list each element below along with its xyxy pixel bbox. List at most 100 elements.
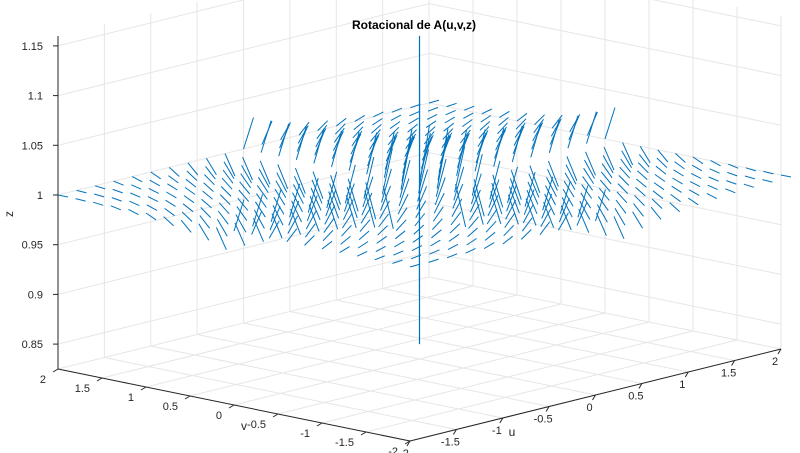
quiver-arrow	[745, 167, 756, 172]
quiver-arrow	[669, 202, 681, 213]
arrow-layer	[57, 35, 792, 345]
quiver-arrow	[462, 119, 473, 128]
quiver-arrow	[167, 183, 178, 191]
quiver-arrow	[276, 172, 288, 193]
quiver-arrow	[148, 187, 160, 194]
quiver-arrow	[453, 166, 465, 201]
quiver-arrow	[242, 157, 253, 181]
quiver-arrow	[368, 135, 380, 159]
quiver-arrow	[393, 250, 404, 256]
quiver-arrow	[425, 120, 437, 129]
quiver-arrow	[353, 121, 365, 130]
quiver-arrow	[203, 182, 214, 192]
quiver-arrow	[168, 167, 180, 177]
v-tick-label: 0.5	[163, 401, 178, 413]
quiver-arrow	[317, 120, 329, 131]
quiver-arrow	[441, 132, 453, 148]
quiver-arrow	[655, 165, 667, 175]
quiver-arrow	[370, 129, 381, 142]
quiver-arrow	[692, 156, 704, 165]
quiver-arrow	[423, 131, 435, 145]
quiver-arrow	[495, 129, 507, 151]
quiver-arrow	[460, 124, 472, 136]
quiver-arrow	[255, 193, 267, 208]
u-tick	[731, 360, 736, 366]
quiver-arrow	[110, 205, 121, 211]
quiver-arrow	[224, 153, 236, 177]
grid-line-z-wall-u	[428, 52, 782, 126]
quiver-arrow	[181, 211, 193, 222]
quiver-arrow	[147, 196, 159, 203]
quiver-arrow	[388, 126, 400, 138]
quiver-arrow	[657, 149, 669, 163]
quiver-arrow	[569, 114, 581, 133]
quiver-arrow	[583, 167, 595, 184]
quiver-arrow	[321, 240, 333, 250]
quiver-arrow	[551, 114, 563, 129]
quiver-arrow	[446, 102, 457, 108]
v-tick-label: 0	[216, 410, 222, 422]
quiver-arrow	[392, 259, 403, 264]
quiver-arrow	[578, 209, 590, 233]
quiver-arrow	[427, 106, 439, 112]
quiver-arrow	[492, 174, 504, 208]
quiver-arrow	[185, 178, 197, 188]
quiver-arrow	[341, 212, 353, 229]
quiver-arrow	[430, 239, 441, 247]
quiver-arrow	[726, 180, 737, 185]
quiver-arrow	[243, 117, 254, 150]
quiver-arrow	[381, 148, 393, 195]
u-tick-label: 1	[679, 379, 685, 391]
v-tick-label: 1	[128, 392, 134, 404]
v-tick	[272, 413, 279, 418]
u-tick-label: -1.5	[441, 437, 460, 449]
quiver-arrow	[508, 186, 520, 214]
quiver-arrow	[635, 186, 646, 197]
quiver-arrow	[145, 212, 157, 221]
quiver-arrow	[503, 225, 515, 237]
quiver-arrow	[259, 160, 271, 185]
grid-line-z-wall-u	[428, 3, 782, 77]
quiver-arrow	[421, 136, 433, 161]
quiver-arrow	[515, 118, 527, 130]
quiver-arrow	[472, 187, 484, 225]
quiver-arrow	[128, 208, 139, 216]
quiver-arrow	[639, 145, 651, 163]
u-tick	[499, 417, 504, 424]
quiver-arrow	[394, 240, 405, 248]
quiver-arrow	[223, 161, 235, 180]
quiver-arrow	[322, 230, 334, 242]
quiver-arrow	[673, 169, 684, 177]
quiver-arrow	[523, 189, 535, 215]
quiver-arrow	[478, 126, 490, 139]
quiver-arrow	[293, 184, 304, 204]
quiver-arrow	[542, 176, 554, 211]
quiver-arrow	[744, 175, 755, 180]
quiver-arrow	[288, 200, 300, 226]
quiver-arrow	[602, 155, 614, 174]
quiver-arrow	[615, 199, 627, 214]
quiver-arrow	[395, 219, 407, 231]
u-tick-label: -2	[399, 448, 409, 453]
quiver-arrow	[222, 169, 234, 184]
quiver-arrow	[380, 185, 391, 211]
z-axis-label: z	[2, 211, 16, 217]
quiver-arrow	[449, 223, 461, 234]
grid-line-z-wall-v	[57, 52, 430, 146]
quiver-arrow	[620, 158, 632, 173]
quiver-arrow	[330, 175, 341, 205]
quiver-arrow	[131, 184, 142, 190]
quiver-arrow	[513, 126, 525, 146]
quiver-arrow	[165, 199, 176, 207]
u-tick-label: 0	[586, 402, 592, 414]
grid-line-v-floor	[277, 321, 650, 415]
quiver-arrow	[426, 113, 438, 120]
quiver-arrow	[560, 205, 572, 231]
quiver-arrow	[613, 216, 625, 240]
quiver-arrow	[689, 181, 701, 188]
quiver-arrow	[521, 217, 533, 232]
quiver-arrow	[619, 166, 631, 179]
quiver-arrow	[389, 121, 401, 130]
quiver-arrow	[725, 188, 736, 194]
